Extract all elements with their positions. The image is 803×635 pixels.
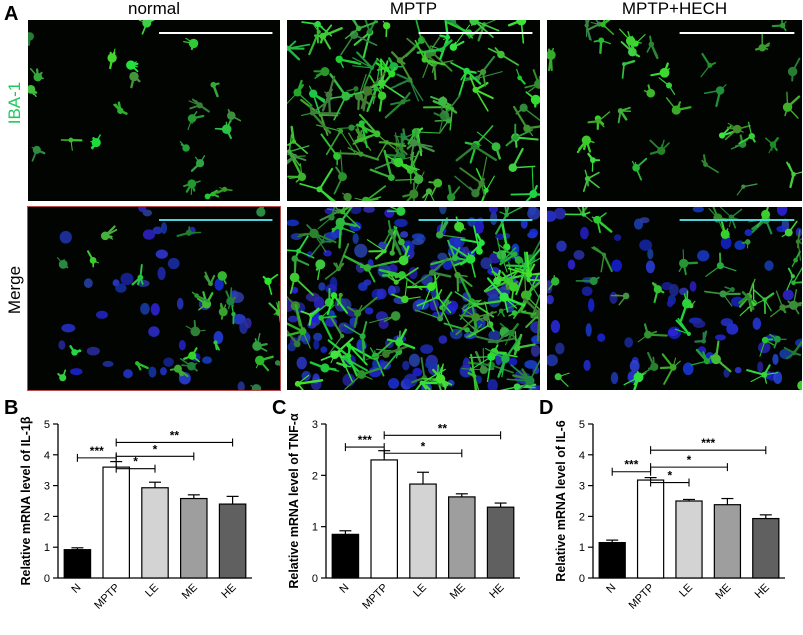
y-tick-label: 4 — [579, 450, 585, 462]
x-tick-label: ME — [180, 582, 200, 602]
bar-le — [676, 501, 702, 578]
y-tick-label: 0 — [579, 573, 585, 585]
chart-b: B 0 1 2 3 4 5 Relative mRNA level of IL-1β N MPTP… — [0, 394, 270, 630]
bar-me — [449, 497, 475, 578]
y-tick-label: 0 — [44, 573, 50, 585]
micrograph-merge-mptp-hech — [547, 207, 802, 390]
y-tick-label: 3 — [312, 419, 318, 431]
column-title-normal: normal — [28, 0, 280, 18]
y-tick-label: 0 — [312, 573, 318, 585]
y-axis-label: Relative mRNA level of IL-6 — [554, 420, 568, 581]
bar-n — [332, 534, 358, 578]
bar-me — [181, 499, 207, 578]
y-axis-label: Relative mRNA level of TNF-α — [287, 413, 301, 589]
bar-he — [487, 507, 513, 578]
chart-d: D 0 1 2 3 4 5 Relative mRNA level of IL-6 N MPTP L… — [535, 394, 803, 630]
bar-he — [753, 519, 779, 578]
x-tick-label: HE — [219, 582, 238, 601]
significance-label: * — [421, 439, 426, 453]
bar-mptp — [371, 460, 397, 578]
y-tick-label: 1 — [312, 522, 318, 534]
chart-c: C 0 1 2 3 Relative mRNA level of TNF-α N MPTP LE… — [268, 394, 538, 630]
y-tick-label: 3 — [579, 481, 585, 493]
bar-mptp — [638, 480, 664, 578]
y-tick-label: 2 — [44, 511, 50, 523]
column-title-mptp-hech: MPTP+HECH — [547, 0, 802, 18]
significance-label: *** — [90, 444, 104, 458]
x-tick-label: HE — [753, 582, 772, 601]
x-tick-label: N — [337, 582, 351, 596]
chart-letter: B — [4, 397, 18, 419]
chart-letter: D — [539, 397, 553, 419]
significance-label: ** — [170, 428, 180, 442]
micrograph-iba1-mptp-hech — [547, 20, 802, 201]
x-tick-label: MPTP — [360, 582, 390, 612]
y-tick-label: 3 — [44, 481, 50, 493]
x-tick-label: LE — [677, 582, 695, 600]
chart-letter: C — [272, 397, 286, 419]
bar-le — [410, 484, 436, 578]
chart-d-svg: D 0 1 2 3 4 5 Relative mRNA level of IL-6 N MPTP L… — [535, 394, 803, 630]
significance-label: * — [153, 442, 158, 456]
significance-label: *** — [358, 433, 372, 447]
y-tick-label: 1 — [579, 542, 585, 554]
x-tick-label: HE — [487, 582, 506, 601]
y-tick-label: 2 — [312, 470, 318, 482]
x-tick-label: MPTP — [627, 582, 657, 612]
bar-me — [714, 505, 740, 578]
bar-n — [599, 543, 625, 578]
bar-mptp — [103, 467, 129, 578]
bar-he — [219, 504, 245, 578]
row-label-iba1: IBA-1 — [5, 68, 25, 138]
y-tick-label: 1 — [44, 542, 50, 554]
x-tick-label: N — [604, 582, 618, 596]
significance-label: * — [667, 469, 672, 483]
micrograph-iba1-normal — [28, 20, 280, 201]
x-tick-label: N — [69, 582, 83, 596]
x-tick-label: LE — [143, 582, 161, 600]
y-tick-label: 4 — [44, 450, 50, 462]
micrograph-iba1-mptp — [287, 20, 540, 201]
x-tick-label: MPTP — [92, 582, 122, 612]
significance-label: *** — [701, 436, 715, 450]
x-tick-label: ME — [713, 582, 733, 602]
y-tick-label: 5 — [44, 419, 50, 431]
significance-label: * — [687, 453, 692, 467]
x-tick-label: LE — [411, 582, 429, 600]
bar-n — [64, 550, 90, 578]
y-tick-label: 5 — [579, 419, 585, 431]
bar-le — [142, 488, 168, 578]
row-label-merge: Merge — [5, 255, 25, 325]
column-title-mptp: MPTP — [287, 0, 540, 18]
micrograph-merge-normal — [28, 207, 280, 390]
y-tick-label: 2 — [579, 511, 585, 523]
y-axis-label: Relative mRNA level of IL-1β — [19, 416, 33, 585]
significance-label: ** — [438, 421, 448, 435]
micrograph-merge-mptp — [287, 207, 540, 390]
significance-label: *** — [624, 458, 638, 472]
chart-b-svg: B 0 1 2 3 4 5 Relative mRNA level of IL-1β N MPTP… — [0, 394, 270, 630]
chart-c-svg: C 0 1 2 3 Relative mRNA level of TNF-α N MPTP LE… — [268, 394, 538, 630]
x-tick-label: ME — [448, 582, 468, 602]
panel-a-letter: A — [4, 4, 18, 24]
